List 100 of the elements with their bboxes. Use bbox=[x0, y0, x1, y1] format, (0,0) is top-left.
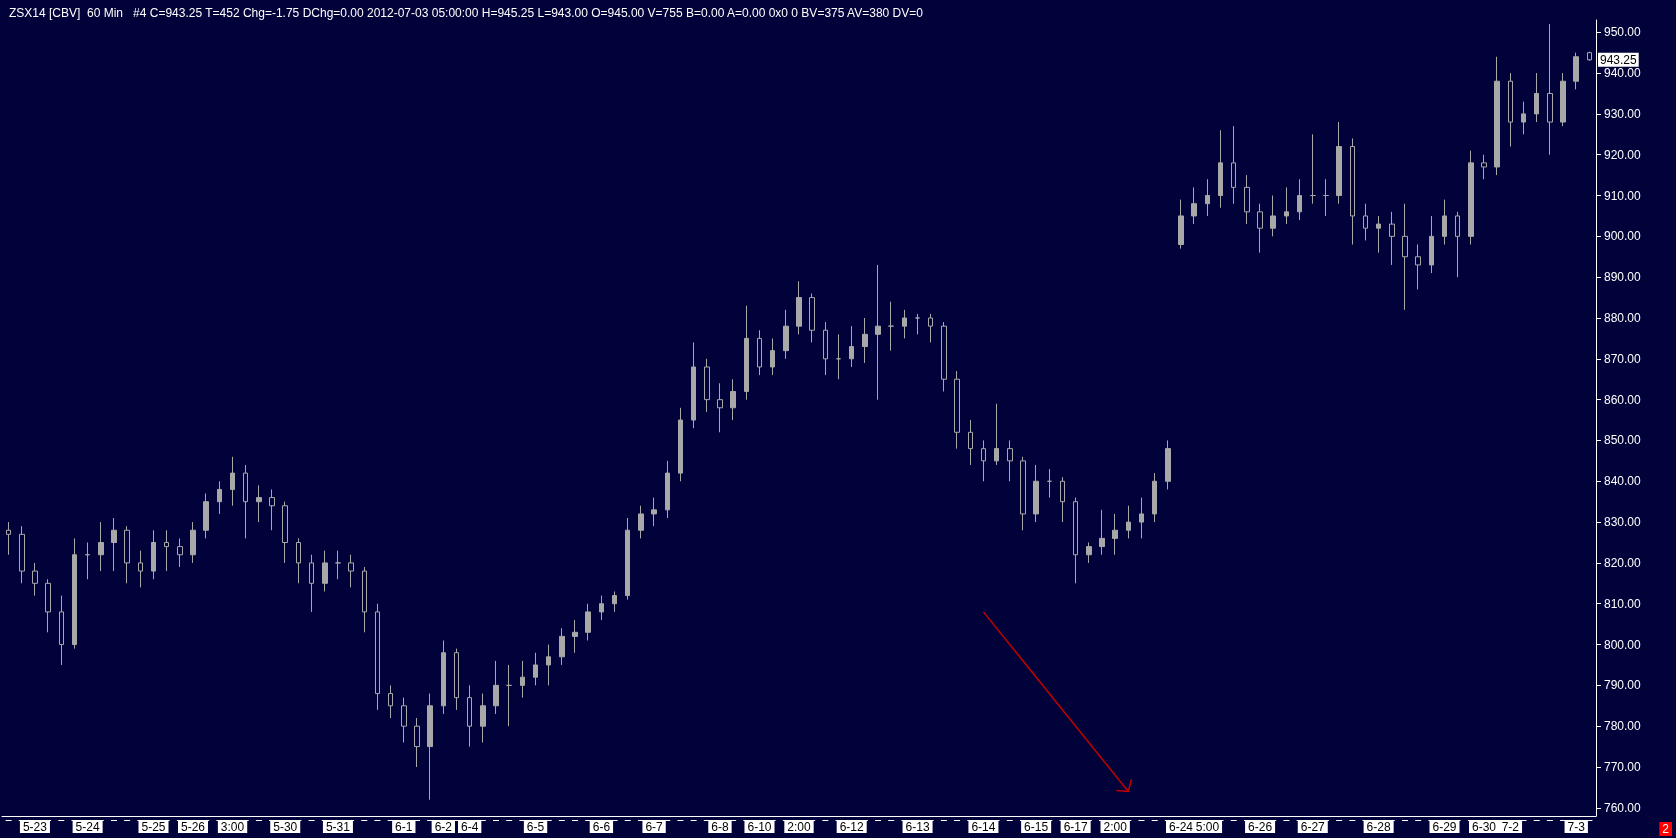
x-tick-label: 5-25 bbox=[141, 820, 166, 834]
candlestick bbox=[348, 554, 354, 588]
candlestick bbox=[32, 562, 38, 597]
candlestick bbox=[1047, 468, 1052, 499]
candlestick bbox=[1534, 72, 1539, 123]
candlestick bbox=[177, 537, 183, 568]
x-tick-label: 3:00 bbox=[220, 820, 245, 834]
x-tick-label: 6-8 bbox=[711, 820, 729, 834]
x-tick-label: 6-1 bbox=[395, 820, 413, 834]
candlestick bbox=[467, 684, 472, 748]
candlestick bbox=[625, 517, 630, 601]
candlestick bbox=[335, 550, 341, 580]
candlestick bbox=[928, 313, 933, 343]
candlestick bbox=[217, 480, 222, 515]
candlestick bbox=[1402, 203, 1408, 311]
candlestick bbox=[559, 627, 565, 666]
x-tick-label: 6-13 bbox=[905, 820, 930, 834]
y-tick-label: 760.00 bbox=[1604, 800, 1642, 815]
x-tick-label: 6-2 bbox=[434, 820, 453, 834]
candlestick bbox=[1112, 513, 1118, 556]
candlestick bbox=[1573, 52, 1579, 90]
candlestick bbox=[730, 378, 736, 421]
y-tick-label: 840.00 bbox=[1604, 474, 1642, 489]
x-tick-label: 6-10 bbox=[747, 820, 772, 834]
candlestick bbox=[678, 407, 683, 482]
candlestick bbox=[638, 505, 644, 539]
y-tick-label: 890.00 bbox=[1604, 270, 1642, 285]
candlestick bbox=[862, 317, 868, 364]
candlestick bbox=[875, 264, 881, 401]
candlestick bbox=[282, 501, 288, 564]
candlestick bbox=[1007, 439, 1013, 482]
candlestick bbox=[744, 305, 749, 401]
candlestick bbox=[203, 493, 209, 539]
y-tick-label: 880.00 bbox=[1604, 310, 1642, 325]
candlestick bbox=[1481, 154, 1487, 180]
candlestick bbox=[309, 554, 314, 613]
candlestick bbox=[1205, 178, 1210, 217]
x-tick-label: 5-26 bbox=[181, 820, 206, 834]
y-tick-label: 920.00 bbox=[1604, 147, 1642, 162]
candlestick bbox=[665, 460, 670, 519]
x-tick-label: 6-6 bbox=[592, 820, 611, 834]
y-tick-label: 860.00 bbox=[1604, 392, 1642, 407]
candlestick bbox=[493, 660, 499, 715]
candlestick bbox=[1178, 199, 1184, 250]
candlestick bbox=[1468, 150, 1474, 246]
x-tick-label: 6-15 bbox=[1024, 820, 1049, 834]
x-tick-label: 5:00 bbox=[1195, 820, 1220, 834]
candlestick bbox=[454, 648, 459, 711]
y-tick-label: 940.00 bbox=[1604, 66, 1642, 81]
candlestick bbox=[902, 309, 907, 339]
candlestick bbox=[1099, 509, 1105, 556]
candlestick bbox=[1442, 199, 1447, 246]
candlestick bbox=[1323, 178, 1329, 217]
x-tick-label: 6-24 bbox=[1169, 820, 1194, 834]
candlestick bbox=[1073, 497, 1078, 584]
candlestick bbox=[585, 603, 591, 641]
candlestick bbox=[1257, 203, 1263, 254]
candlestick bbox=[1284, 186, 1289, 225]
candlestick bbox=[651, 497, 657, 527]
candlestick bbox=[849, 325, 854, 368]
candlestick bbox=[546, 644, 551, 686]
y-tick-label: 910.00 bbox=[1604, 188, 1642, 203]
y-tick-label: 930.00 bbox=[1604, 106, 1642, 121]
candlestick bbox=[1363, 203, 1368, 241]
candlestick bbox=[533, 652, 538, 686]
candlestick bbox=[1060, 476, 1065, 523]
x-tick-label: 5-31 bbox=[325, 820, 351, 834]
candlestick bbox=[138, 550, 143, 588]
candlestick bbox=[59, 595, 64, 666]
candlestick bbox=[427, 693, 433, 801]
x-tick-label: 6-14 bbox=[971, 820, 996, 834]
annotation: 943.25 bbox=[1600, 52, 1638, 67]
candlestick bbox=[796, 280, 802, 335]
candlestick bbox=[1415, 244, 1421, 290]
candlestick bbox=[111, 517, 117, 572]
candlestick bbox=[941, 321, 947, 392]
candlestick bbox=[915, 313, 920, 335]
candlestick bbox=[151, 529, 156, 580]
candlestick bbox=[164, 529, 169, 572]
x-tick-label: 5-23 bbox=[22, 820, 48, 834]
candlestick bbox=[1231, 125, 1236, 205]
candlestick bbox=[1376, 215, 1381, 254]
y-tick-label: 850.00 bbox=[1604, 433, 1642, 448]
x-tick-label: 6-5 bbox=[526, 820, 545, 834]
candlestick bbox=[1033, 464, 1039, 523]
candlestick bbox=[362, 566, 367, 633]
y-tick-label: 870.00 bbox=[1604, 351, 1642, 366]
x-tick-label: 6-28 bbox=[1366, 820, 1391, 834]
candlestick bbox=[45, 578, 51, 633]
candlestick bbox=[981, 439, 986, 482]
y-tick-label: 900.00 bbox=[1604, 229, 1642, 244]
y-tick-label: 830.00 bbox=[1604, 515, 1642, 530]
y-tick-label: 810.00 bbox=[1604, 596, 1642, 611]
candlestick bbox=[230, 456, 235, 507]
candlestick bbox=[1587, 51, 1592, 62]
candlestick bbox=[1547, 23, 1553, 156]
candlestick bbox=[1310, 133, 1316, 205]
candlestick bbox=[1297, 178, 1302, 221]
candlestick bbox=[388, 684, 393, 719]
x-tick-label: 6-29 bbox=[1432, 820, 1457, 834]
